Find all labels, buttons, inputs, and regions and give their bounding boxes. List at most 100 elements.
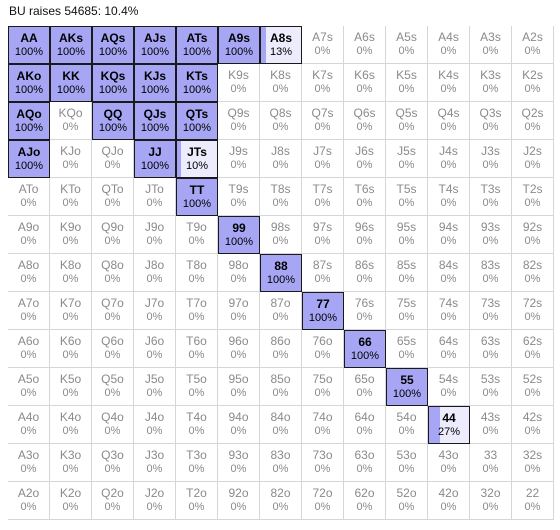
hand-cell-T3o[interactable]: T3o 0% [176, 444, 218, 482]
hand-cell-K7s[interactable]: K7s 0% [302, 64, 344, 102]
hand-cell-T6s[interactable]: T6s 0% [344, 178, 386, 216]
hand-cell-AKs[interactable]: AKs 100% [50, 26, 92, 64]
hand-cell-53o[interactable]: 53o 0% [386, 444, 428, 482]
hand-cell-55[interactable]: 55 100% [386, 368, 428, 406]
hand-cell-K8o[interactable]: K8o 0% [50, 254, 92, 292]
hand-cell-J4s[interactable]: J4s 0% [428, 140, 470, 178]
hand-cell-J5s[interactable]: J5s 0% [386, 140, 428, 178]
hand-cell-22[interactable]: 22 0% [512, 482, 554, 520]
hand-cell-AA[interactable]: AA 100% [8, 26, 50, 64]
hand-cell-KQs[interactable]: KQs 100% [92, 64, 134, 102]
hand-cell-J7s[interactable]: J7s 0% [302, 140, 344, 178]
hand-cell-Q7o[interactable]: Q7o 0% [92, 292, 134, 330]
hand-cell-54s[interactable]: 54s 0% [428, 368, 470, 406]
hand-cell-J6s[interactable]: J6s 0% [344, 140, 386, 178]
hand-cell-J5o[interactable]: J5o 0% [134, 368, 176, 406]
hand-cell-87s[interactable]: 87s 0% [302, 254, 344, 292]
hand-cell-83s[interactable]: 83s 0% [470, 254, 512, 292]
hand-cell-95s[interactable]: 95s 0% [386, 216, 428, 254]
hand-cell-J8o[interactable]: J8o 0% [134, 254, 176, 292]
hand-cell-K4s[interactable]: K4s 0% [428, 64, 470, 102]
hand-cell-97s[interactable]: 97s 0% [302, 216, 344, 254]
hand-cell-TT[interactable]: TT 100% [176, 178, 218, 216]
hand-cell-A5s[interactable]: A5s 0% [386, 26, 428, 64]
hand-cell-J9o[interactable]: J9o 0% [134, 216, 176, 254]
hand-cell-KJs[interactable]: KJs 100% [134, 64, 176, 102]
hand-cell-Q6s[interactable]: Q6s 0% [344, 102, 386, 140]
hand-cell-Q6o[interactable]: Q6o 0% [92, 330, 134, 368]
hand-cell-A6o[interactable]: A6o 0% [8, 330, 50, 368]
hand-cell-Q3s[interactable]: Q3s 0% [470, 102, 512, 140]
hand-cell-T5s[interactable]: T5s 0% [386, 178, 428, 216]
hand-cell-94s[interactable]: 94s 0% [428, 216, 470, 254]
hand-cell-73s[interactable]: 73s 0% [470, 292, 512, 330]
hand-cell-J3s[interactable]: J3s 0% [470, 140, 512, 178]
hand-cell-A3s[interactable]: A3s 0% [470, 26, 512, 64]
hand-cell-T2s[interactable]: T2s 0% [512, 178, 554, 216]
hand-cell-A2o[interactable]: A2o 0% [8, 482, 50, 520]
hand-cell-85s[interactable]: 85s 0% [386, 254, 428, 292]
hand-cell-A8o[interactable]: A8o 0% [8, 254, 50, 292]
hand-cell-K6o[interactable]: K6o 0% [50, 330, 92, 368]
hand-cell-K2s[interactable]: K2s 0% [512, 64, 554, 102]
hand-cell-J6o[interactable]: J6o 0% [134, 330, 176, 368]
hand-cell-53s[interactable]: 53s 0% [470, 368, 512, 406]
hand-cell-76o[interactable]: 76o 0% [302, 330, 344, 368]
hand-cell-QJs[interactable]: QJs 100% [134, 102, 176, 140]
hand-cell-73o[interactable]: 73o 0% [302, 444, 344, 482]
hand-cell-63o[interactable]: 63o 0% [344, 444, 386, 482]
hand-cell-52o[interactable]: 52o 0% [386, 482, 428, 520]
hand-cell-K6s[interactable]: K6s 0% [344, 64, 386, 102]
hand-cell-AQs[interactable]: AQs 100% [92, 26, 134, 64]
hand-cell-JTo[interactable]: JTo 0% [134, 178, 176, 216]
hand-cell-92s[interactable]: 92s 0% [512, 216, 554, 254]
hand-cell-95o[interactable]: 95o 0% [218, 368, 260, 406]
hand-cell-ATo[interactable]: ATo 0% [8, 178, 50, 216]
hand-cell-43o[interactable]: 43o 0% [428, 444, 470, 482]
hand-cell-Q9o[interactable]: Q9o 0% [92, 216, 134, 254]
hand-cell-QTo[interactable]: QTo 0% [92, 178, 134, 216]
hand-cell-T7s[interactable]: T7s 0% [302, 178, 344, 216]
hand-cell-T6o[interactable]: T6o 0% [176, 330, 218, 368]
hand-cell-86s[interactable]: 86s 0% [344, 254, 386, 292]
hand-cell-54o[interactable]: 54o 0% [386, 406, 428, 444]
hand-cell-93s[interactable]: 93s 0% [470, 216, 512, 254]
hand-cell-84o[interactable]: 84o 0% [260, 406, 302, 444]
hand-cell-J7o[interactable]: J7o 0% [134, 292, 176, 330]
hand-cell-AKo[interactable]: AKo 100% [8, 64, 50, 102]
hand-cell-J8s[interactable]: J8s 0% [260, 140, 302, 178]
hand-cell-44[interactable]: 44 27% [428, 406, 470, 444]
hand-cell-J2o[interactable]: J2o 0% [134, 482, 176, 520]
hand-cell-66[interactable]: 66 100% [344, 330, 386, 368]
hand-cell-33[interactable]: 33 0% [470, 444, 512, 482]
hand-cell-T9o[interactable]: T9o 0% [176, 216, 218, 254]
hand-cell-43s[interactable]: 43s 0% [470, 406, 512, 444]
hand-cell-A8s[interactable]: A8s 13% [260, 26, 302, 64]
hand-cell-AJs[interactable]: AJs 100% [134, 26, 176, 64]
hand-cell-K2o[interactable]: K2o 0% [50, 482, 92, 520]
hand-cell-74o[interactable]: 74o 0% [302, 406, 344, 444]
hand-cell-75s[interactable]: 75s 0% [386, 292, 428, 330]
hand-cell-K3s[interactable]: K3s 0% [470, 64, 512, 102]
hand-cell-Q8s[interactable]: Q8s 0% [260, 102, 302, 140]
hand-cell-T8s[interactable]: T8s 0% [260, 178, 302, 216]
hand-cell-T3s[interactable]: T3s 0% [470, 178, 512, 216]
hand-cell-72o[interactable]: 72o 0% [302, 482, 344, 520]
hand-cell-J3o[interactable]: J3o 0% [134, 444, 176, 482]
hand-cell-42o[interactable]: 42o 0% [428, 482, 470, 520]
hand-cell-T9s[interactable]: T9s 0% [218, 178, 260, 216]
hand-cell-77[interactable]: 77 100% [302, 292, 344, 330]
hand-cell-87o[interactable]: 87o 0% [260, 292, 302, 330]
hand-cell-74s[interactable]: 74s 0% [428, 292, 470, 330]
hand-cell-QJo[interactable]: QJo 0% [92, 140, 134, 178]
hand-cell-A3o[interactable]: A3o 0% [8, 444, 50, 482]
hand-cell-K7o[interactable]: K7o 0% [50, 292, 92, 330]
hand-cell-T4o[interactable]: T4o 0% [176, 406, 218, 444]
hand-cell-QTs[interactable]: QTs 100% [176, 102, 218, 140]
hand-cell-93o[interactable]: 93o 0% [218, 444, 260, 482]
hand-cell-JJ[interactable]: JJ 100% [134, 140, 176, 178]
hand-cell-99[interactable]: 99 100% [218, 216, 260, 254]
hand-cell-KK[interactable]: KK 100% [50, 64, 92, 102]
hand-cell-62o[interactable]: 62o 0% [344, 482, 386, 520]
hand-cell-97o[interactable]: 97o 0% [218, 292, 260, 330]
